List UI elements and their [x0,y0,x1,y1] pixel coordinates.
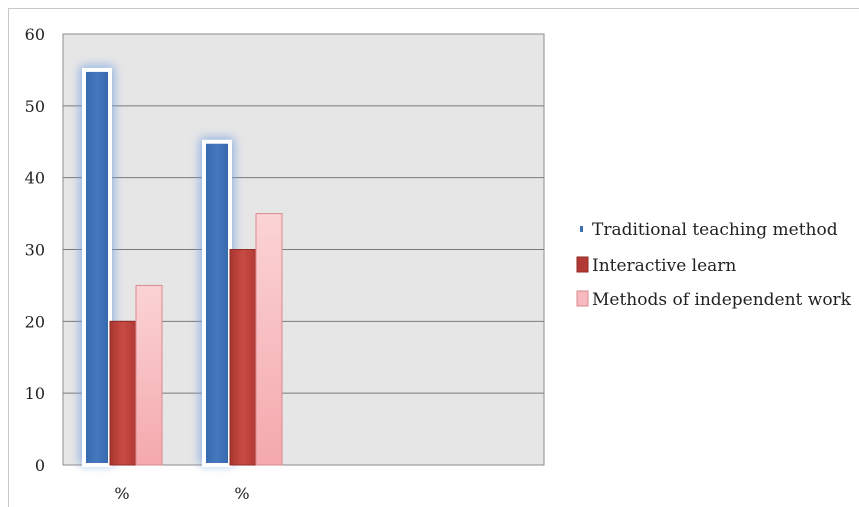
bars [80,65,283,468]
legend: Traditional teaching method Interactive l… [576,220,852,310]
legend-swatch [576,256,589,273]
legend-swatch [580,226,583,232]
y-tick-label: 40 [25,169,45,188]
y-tick-label: 50 [25,97,45,116]
legend-swatch [576,290,589,307]
y-tick-label: 60 [25,25,45,44]
y-tick-label: 30 [25,241,45,260]
y-tick-label: 20 [25,312,45,331]
x-tick-label: % [114,484,129,503]
y-tick-label: 0 [35,456,45,475]
legend-label: Interactive learn [592,256,736,276]
bar-traditional-teaching-method [82,67,112,468]
bar-traditional-teaching-method [202,139,232,467]
x-axis-ticks: %% [114,484,249,503]
bar-methods-of-independent-work [255,213,283,466]
chart-frame [8,8,859,507]
bar-interactive-learn [109,320,137,466]
y-axis-ticks: 0 10 20 30 40 50 60 [25,25,45,475]
legend-label: Traditional teaching method [592,220,838,240]
x-tick-label: % [234,484,249,503]
y-tick-label: 10 [25,384,45,403]
bar-methods-of-independent-work [135,284,163,466]
legend-label: Methods of independent work [592,290,852,310]
bar-interactive-learn [229,249,257,466]
